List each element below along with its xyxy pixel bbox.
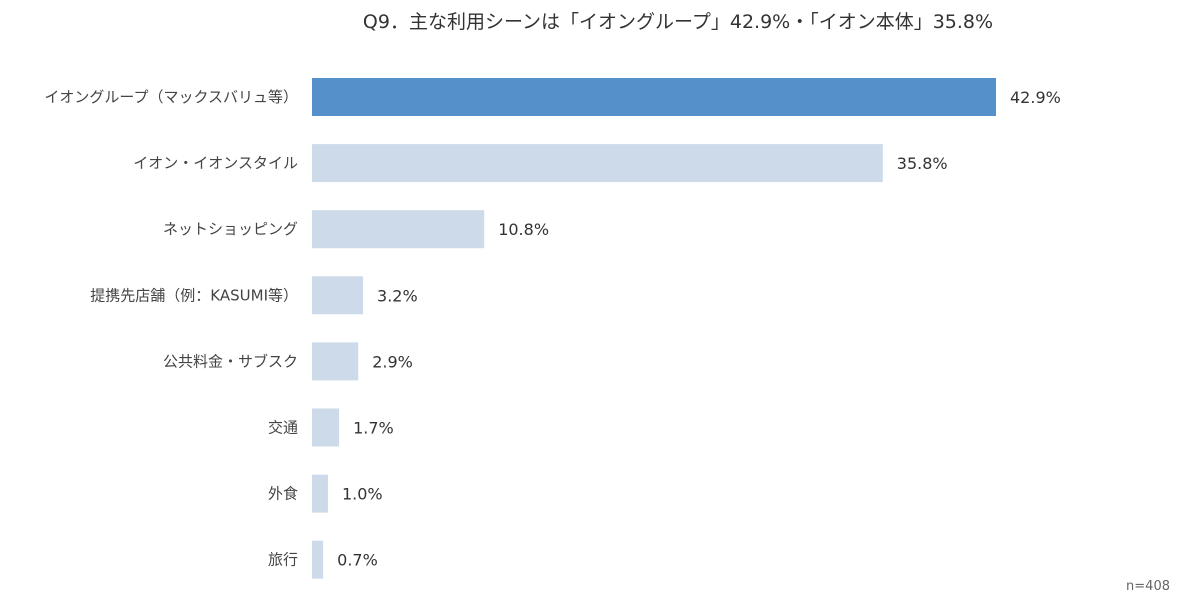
bar-2 bbox=[312, 210, 485, 249]
category-label-5: 交通 bbox=[268, 419, 298, 437]
value-label-0: 42.9% bbox=[1010, 88, 1061, 107]
sample-size-note: n=408 bbox=[1126, 579, 1170, 594]
value-label-3: 3.2% bbox=[377, 286, 418, 305]
bar-7 bbox=[312, 540, 324, 579]
value-label-2: 10.8% bbox=[498, 220, 549, 239]
bars-group: イオングループ（マックスバリュ等） 42.9% イオン・イオンスタイル 35.8% ネッ… bbox=[44, 78, 1061, 579]
bar-1 bbox=[312, 144, 883, 183]
category-label-3: 提携先店舗（例：KASUMI等） bbox=[90, 286, 298, 304]
bar-6 bbox=[312, 474, 328, 513]
category-label-2: ネットショッピング bbox=[163, 220, 298, 238]
bar-0 bbox=[312, 78, 996, 116]
category-label-0: イオングループ（マックスバリュ等） bbox=[44, 88, 298, 106]
value-label-4: 2.9% bbox=[372, 352, 413, 371]
value-label-5: 1.7% bbox=[353, 419, 394, 438]
category-label-6: 外食 bbox=[268, 485, 298, 503]
category-label-7: 旅行 bbox=[268, 551, 298, 569]
value-label-1: 35.8% bbox=[897, 154, 948, 173]
value-label-6: 1.0% bbox=[342, 485, 383, 504]
category-label-4: 公共料金・サブスク bbox=[163, 352, 298, 370]
chart-title: Q9．主な利用シーンは「イオングループ」42.9%・「イオン本体」35.8% bbox=[363, 11, 993, 33]
bar-4 bbox=[312, 342, 359, 381]
bar-3 bbox=[312, 276, 364, 315]
bar-5 bbox=[312, 408, 340, 447]
value-label-7: 0.7% bbox=[337, 551, 378, 570]
category-label-1: イオン・イオンスタイル bbox=[133, 154, 298, 172]
